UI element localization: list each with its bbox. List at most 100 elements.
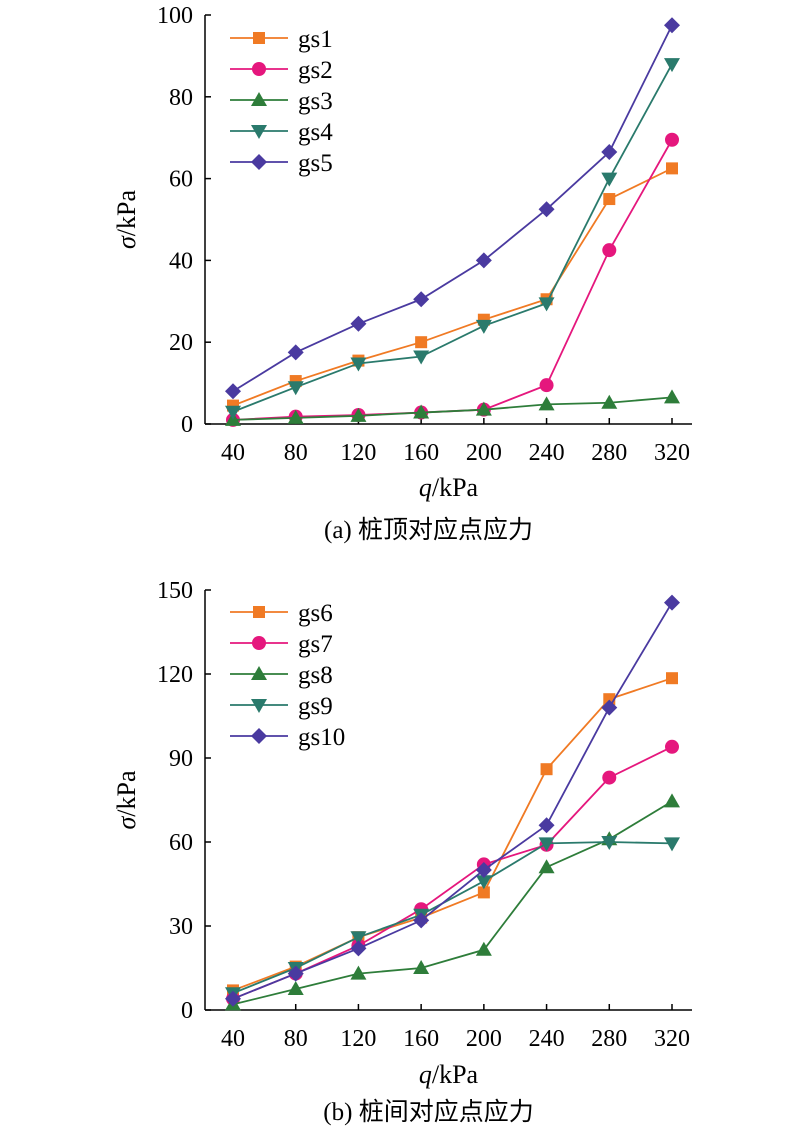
data-point: [225, 383, 241, 400]
data-point: [350, 407, 367, 422]
x-tick-label: 120: [340, 1026, 376, 1052]
chart-caption: (a) 桩顶对应点应力: [324, 516, 533, 544]
series-gs4: [225, 58, 680, 420]
legend-entry: gs10: [230, 724, 345, 751]
data-point: [415, 336, 428, 349]
data-point: [475, 319, 492, 334]
legend-label: gs4: [298, 119, 333, 146]
panel-b: 0 30 60 90 120 150 40 80 120 160 200 240 280 320 q/kPa…: [112, 578, 692, 1126]
data-point: [350, 315, 367, 332]
x-tick-label: 200: [466, 1026, 502, 1052]
legend-marker: [253, 32, 265, 44]
legend-marker: [251, 125, 267, 139]
data-point: [287, 981, 304, 995]
series-gs9: [225, 836, 680, 1002]
series-line: [232, 800, 673, 1006]
data-point: [665, 132, 679, 147]
data-point: [538, 817, 555, 834]
data-point: [477, 886, 490, 899]
x-tick-label: 80: [284, 440, 308, 466]
x-axis-label: q/kPa: [419, 473, 479, 502]
data-point: [538, 201, 555, 218]
series-line: [232, 602, 673, 1000]
series-gs3: [225, 389, 680, 426]
data-point: [350, 965, 367, 980]
y-axis-label: σ/kPa: [112, 190, 141, 250]
legend-entry: gs5: [230, 150, 333, 177]
series-gs10: [225, 594, 680, 1007]
y-tick-label: 0: [181, 412, 193, 438]
data-point: [538, 837, 555, 852]
data-point: [664, 58, 680, 73]
data-point: [350, 357, 367, 372]
data-point: [538, 396, 555, 411]
data-point: [601, 172, 618, 187]
data-point: [602, 770, 617, 785]
data-point: [350, 931, 367, 946]
data-point: [538, 297, 555, 312]
data-point: [350, 940, 367, 957]
x-tick-label: 280: [591, 1026, 627, 1052]
data-point: [413, 960, 430, 974]
x-tick-label: 40: [221, 1026, 245, 1052]
series-line: [232, 396, 673, 421]
legend-label: gs10: [298, 724, 345, 751]
y-tick-label: 60: [169, 830, 193, 856]
series-line: [232, 167, 673, 407]
data-point: [475, 875, 492, 890]
legend-entry: gs7: [230, 631, 333, 658]
data-point: [475, 862, 492, 878]
data-point: [287, 381, 304, 396]
legend-entry: gs4: [230, 119, 333, 146]
data-point: [601, 699, 618, 716]
legend-label: gs6: [298, 600, 333, 627]
y-tick-label: 90: [169, 746, 193, 772]
legend-label: gs8: [298, 662, 333, 689]
series-line: [232, 841, 673, 995]
x-tick-label: 40: [221, 440, 245, 466]
y-axis-label-unit: /kPa: [112, 770, 141, 817]
y-tick-label: 80: [169, 85, 193, 111]
data-point: [287, 965, 304, 982]
legend-marker: [251, 728, 267, 744]
y-tick-label: 100: [157, 3, 193, 29]
x-tick-label: 160: [403, 440, 439, 466]
data-point: [539, 378, 554, 393]
data-point: [475, 401, 492, 416]
data-point: [601, 144, 618, 161]
y-tick-label: 60: [169, 167, 193, 193]
legend-label: gs1: [298, 26, 333, 53]
x-axis-label: q/kPa: [419, 1060, 479, 1089]
series-gs1: [227, 162, 678, 412]
data-point: [665, 739, 679, 754]
data-point: [475, 252, 492, 269]
data-point: [664, 389, 680, 404]
y-tick-label: 40: [169, 248, 193, 274]
y-tick-label: 0: [181, 998, 193, 1024]
series-line: [232, 63, 673, 413]
data-point: [601, 836, 618, 850]
y-tick-label: 30: [169, 914, 193, 940]
series-gs8: [225, 793, 680, 1011]
data-point: [664, 17, 680, 34]
legend-label: gs5: [298, 150, 333, 177]
legend-marker: [251, 699, 267, 713]
data-point: [413, 291, 430, 308]
x-tick-label: 280: [591, 440, 627, 466]
legend-entry: gs1: [230, 26, 333, 53]
y-tick-label: 150: [157, 578, 193, 604]
legend-marker: [252, 62, 266, 76]
legend-entry: gs9: [230, 693, 333, 720]
x-axis-label-var: q: [419, 1060, 432, 1089]
legend-marker: [253, 606, 265, 618]
data-point: [540, 763, 553, 776]
legend-marker: [251, 666, 267, 680]
data-point: [664, 837, 680, 852]
data-point: [538, 859, 555, 874]
legend-label: gs9: [298, 693, 333, 720]
legend-label: gs2: [298, 57, 333, 84]
y-axis-label-unit: /kPa: [112, 190, 141, 237]
x-axis-label-unit: /kPa: [432, 1060, 479, 1089]
data-point: [225, 405, 241, 420]
